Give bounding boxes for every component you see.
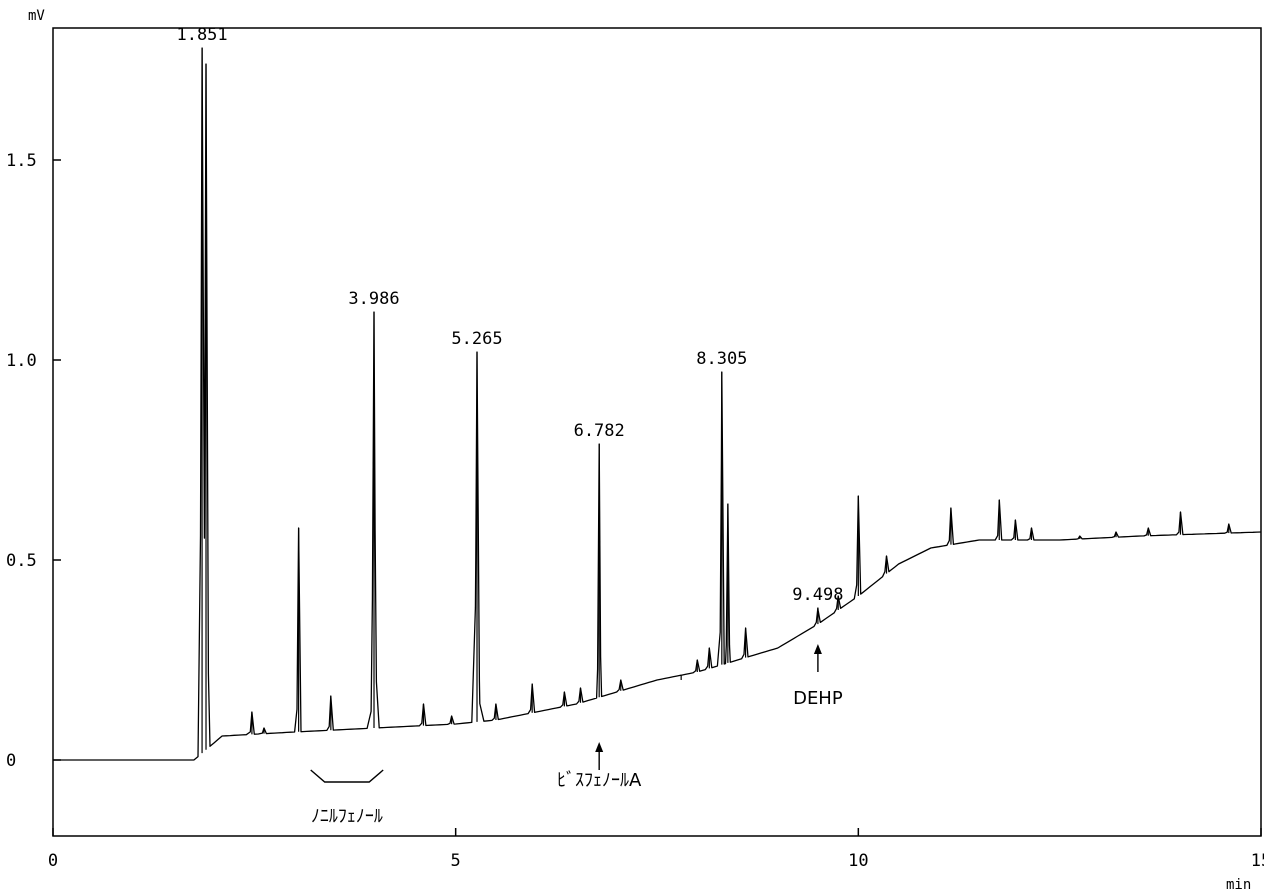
y-tick-label: 1.0 (6, 351, 37, 371)
dehp-arrowhead (813, 644, 822, 654)
peak-label: 3.986 (348, 289, 399, 309)
nonylphenol-bracket (310, 769, 384, 783)
peak-label: 5.265 (451, 329, 502, 349)
x-tick-label: 5 (451, 851, 461, 871)
y-tick-label: 0 (6, 751, 16, 771)
nonylphenol-label: ﾉﾆﾙﾌｪﾉｰﾙ (311, 806, 383, 827)
x-unit-label: min (1226, 877, 1251, 892)
y-tick-label: 1.5 (6, 151, 37, 171)
bisphenol-label: ﾋﾞｽﾌｪﾉｰﾙA (557, 770, 642, 791)
plot-frame (52, 27, 1262, 837)
x-tick-label: 10 (848, 851, 868, 871)
dehp-label: DEHP (793, 688, 843, 709)
y-unit-label: mV (28, 8, 45, 24)
peak-label: 1.851 (176, 25, 227, 45)
x-tick-label: 0 (48, 851, 58, 871)
chromatogram-trace (53, 47, 1262, 761)
bisphenol-arrowhead (595, 742, 604, 752)
x-tick-label: 15 (1251, 851, 1264, 871)
peak-label: 9.498 (792, 585, 843, 605)
y-tick-label: 0.5 (6, 551, 37, 571)
peak-label: 8.305 (696, 349, 747, 369)
peak-label: 6.782 (574, 421, 625, 441)
